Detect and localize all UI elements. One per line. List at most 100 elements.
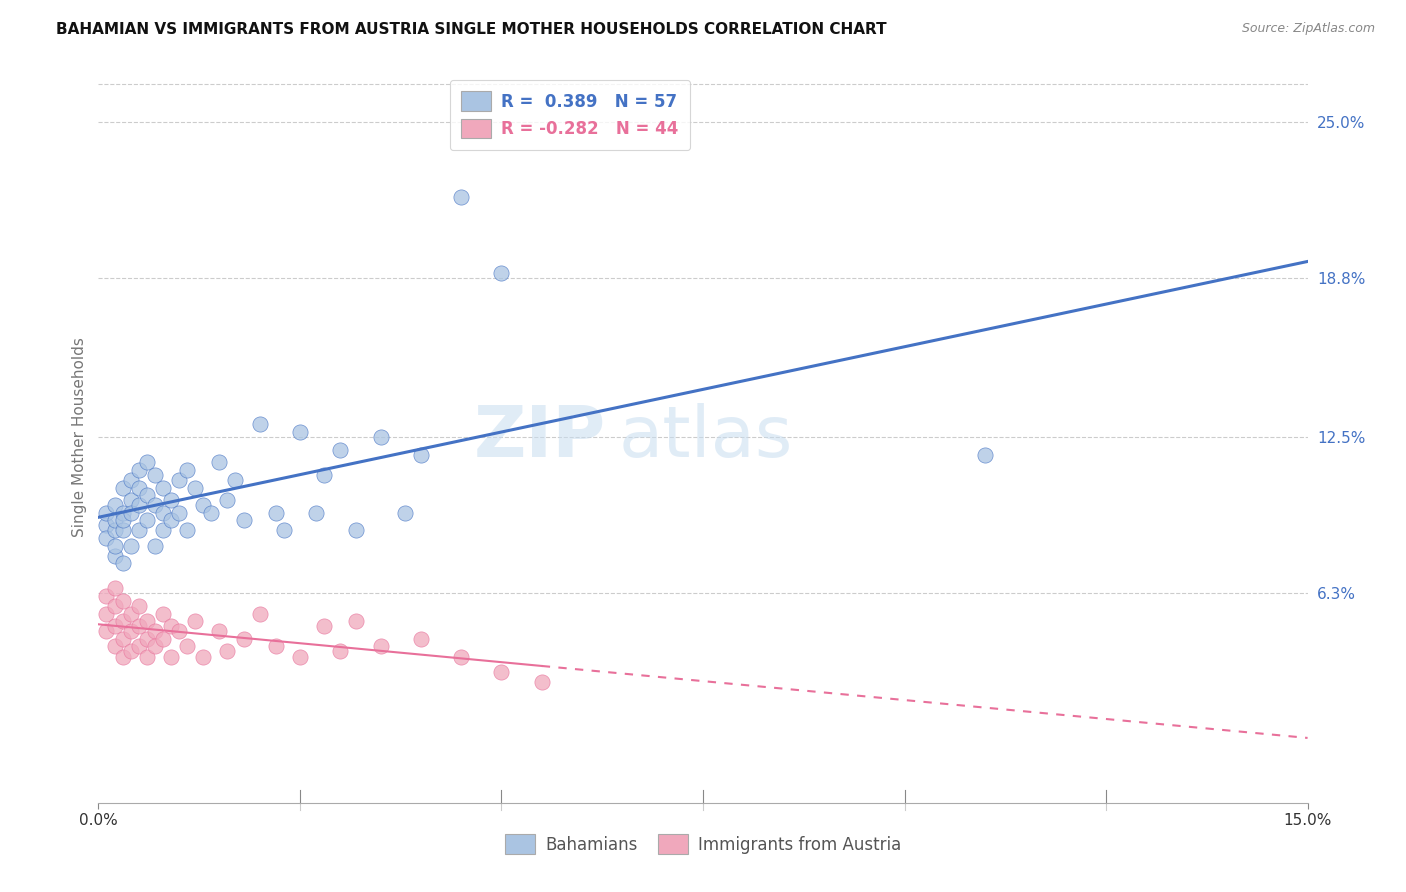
Point xyxy=(111,649,134,664)
Point xyxy=(143,624,166,639)
Point xyxy=(224,473,246,487)
Point xyxy=(152,524,174,538)
Point xyxy=(135,455,157,469)
Point xyxy=(120,539,142,553)
Point xyxy=(103,539,125,553)
Text: ZIP: ZIP xyxy=(474,402,606,472)
Point xyxy=(167,473,190,487)
Point xyxy=(128,640,150,654)
Point xyxy=(450,649,472,664)
Point xyxy=(103,524,125,538)
Point xyxy=(167,624,190,639)
Point xyxy=(344,614,367,628)
Point xyxy=(111,556,134,570)
Point xyxy=(96,607,118,621)
Point xyxy=(96,518,118,533)
Point xyxy=(96,589,118,603)
Point xyxy=(249,417,271,432)
Point xyxy=(128,463,150,477)
Point xyxy=(96,531,118,545)
Point xyxy=(217,644,239,658)
Point xyxy=(232,513,254,527)
Point xyxy=(273,524,295,538)
Point xyxy=(329,442,352,457)
Point xyxy=(135,632,157,646)
Point xyxy=(96,624,118,639)
Point xyxy=(103,582,125,596)
Point xyxy=(176,640,198,654)
Point xyxy=(128,524,150,538)
Point xyxy=(152,607,174,621)
Point xyxy=(176,463,198,477)
Point xyxy=(394,506,416,520)
Point xyxy=(128,498,150,512)
Legend: Bahamians, Immigrants from Austria: Bahamians, Immigrants from Austria xyxy=(499,828,907,860)
Point xyxy=(103,619,125,633)
Point xyxy=(450,190,472,204)
Text: atlas: atlas xyxy=(619,402,793,472)
Point xyxy=(160,649,183,664)
Text: BAHAMIAN VS IMMIGRANTS FROM AUSTRIA SINGLE MOTHER HOUSEHOLDS CORRELATION CHART: BAHAMIAN VS IMMIGRANTS FROM AUSTRIA SING… xyxy=(56,22,887,37)
Point xyxy=(160,619,183,633)
Point xyxy=(530,674,553,689)
Point xyxy=(96,506,118,520)
Point xyxy=(120,624,142,639)
Point xyxy=(160,513,183,527)
Point xyxy=(974,448,997,462)
Point xyxy=(409,632,432,646)
Y-axis label: Single Mother Households: Single Mother Households xyxy=(72,337,87,537)
Point xyxy=(249,607,271,621)
Point xyxy=(103,549,125,563)
Point xyxy=(264,506,287,520)
Point xyxy=(152,506,174,520)
Point xyxy=(120,607,142,621)
Point xyxy=(264,640,287,654)
Point xyxy=(135,614,157,628)
Point xyxy=(184,481,207,495)
Point xyxy=(135,649,157,664)
Point xyxy=(135,488,157,502)
Point xyxy=(128,481,150,495)
Point xyxy=(152,632,174,646)
Point xyxy=(111,632,134,646)
Point xyxy=(288,425,311,439)
Point xyxy=(370,430,392,444)
Point xyxy=(208,624,231,639)
Point xyxy=(314,467,336,482)
Point xyxy=(193,649,215,664)
Point xyxy=(128,619,150,633)
Point xyxy=(288,649,311,664)
Point xyxy=(208,455,231,469)
Point xyxy=(143,467,166,482)
Point xyxy=(111,594,134,608)
Point xyxy=(128,599,150,613)
Point xyxy=(193,498,215,512)
Point xyxy=(329,644,352,658)
Point xyxy=(120,473,142,487)
Point xyxy=(491,266,513,280)
Point xyxy=(152,481,174,495)
Point xyxy=(314,619,336,633)
Point xyxy=(409,448,432,462)
Point xyxy=(184,614,207,628)
Point xyxy=(120,644,142,658)
Point xyxy=(111,481,134,495)
Point xyxy=(344,524,367,538)
Point xyxy=(135,513,157,527)
Point xyxy=(111,506,134,520)
Point xyxy=(176,524,198,538)
Text: Source: ZipAtlas.com: Source: ZipAtlas.com xyxy=(1241,22,1375,36)
Point xyxy=(491,665,513,679)
Point xyxy=(111,513,134,527)
Point xyxy=(120,506,142,520)
Point xyxy=(143,498,166,512)
Point xyxy=(167,506,190,520)
Point xyxy=(111,614,134,628)
Point xyxy=(120,493,142,508)
Point xyxy=(143,640,166,654)
Point xyxy=(103,640,125,654)
Point xyxy=(217,493,239,508)
Point xyxy=(103,498,125,512)
Point xyxy=(160,493,183,508)
Point xyxy=(103,599,125,613)
